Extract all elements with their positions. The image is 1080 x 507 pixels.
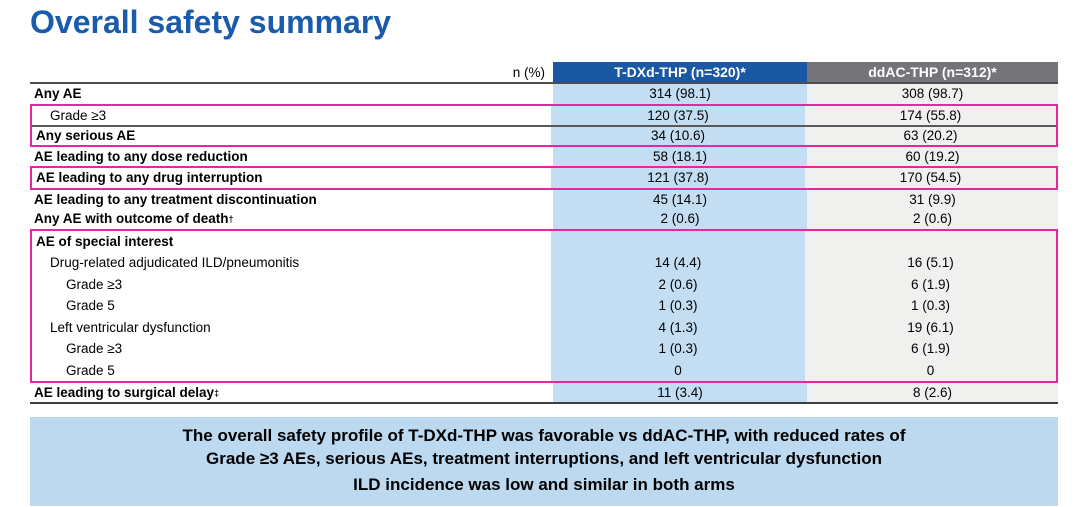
table-row-ild-grade-5: Grade 5 1 (0.3) 1 (0.3) [32, 295, 1056, 317]
table-row-outcome-of-death: Any AE with outcome of death † 2 (0.6) 2 … [30, 209, 1058, 229]
summary-line: Grade ≥3 AEs, serious AEs, treatment int… [206, 449, 882, 468]
table-row-drug-interruption: AE leading to any drug interruption 121 … [32, 168, 1056, 188]
table-row-treatment-discontinuation: AE leading to any treatment discontinuat… [30, 189, 1058, 209]
page-title: Overall safety summary [30, 4, 392, 40]
tdxd-value: 2 (0.6) [551, 273, 805, 295]
row-label: Left ventricular dysfunction [50, 319, 211, 335]
tdxd-value: 2 (0.6) [553, 209, 807, 229]
ddac-value: 31 (9.9) [807, 189, 1058, 209]
tdxd-value: 11 (3.4) [553, 383, 807, 402]
summary-line: The overall safety profile of T-DXd-THP … [182, 426, 906, 445]
row-label: Grade ≥3 [66, 341, 123, 357]
table-row-lv-dysfunction: Left ventricular dysfunction 4 (1.3) 19 … [32, 316, 1056, 338]
row-label: AE leading to any drug interruption [36, 170, 263, 186]
column-header-ddac-thp: ddAC-THP (n=312)* [807, 62, 1058, 82]
unit-header: n (%) [512, 64, 545, 80]
table-row-lv-grade-ge3: Grade ≥3 1 (0.3) 6 (1.9) [32, 338, 1056, 360]
row-label: AE leading to surgical delay [34, 385, 215, 400]
tdxd-value: 314 (98.1) [553, 84, 807, 104]
ddac-value [805, 230, 1056, 252]
table-row-ild-pneumonitis: Drug-related adjudicated ILD/pneumonitis… [32, 252, 1056, 274]
tdxd-value: 34 (10.6) [551, 127, 805, 145]
row-label: Any AE with outcome of death [34, 211, 229, 227]
summary-callout-box: The overall safety profile of T-DXd-THP … [30, 417, 1058, 506]
table-row-any-serious-ae: Any serious AE 34 (10.6) 63 (20.2) [32, 125, 1056, 145]
highlight-box-special-interest: AE of special interest Drug-related adju… [30, 228, 1058, 383]
ddac-value: 19 (6.1) [805, 316, 1056, 338]
table-row-surgical-delay: AE leading to surgical delay ‡ 11 (3.4) 8… [30, 383, 1058, 404]
tdxd-value: 1 (0.3) [551, 338, 805, 360]
table-header-row: n (%) T-DXd-THP (n=320)* ddAC-THP (n=312… [30, 62, 1058, 84]
tdxd-value: 4 (1.3) [551, 316, 805, 338]
row-label: AE of special interest [36, 233, 174, 249]
ddac-value: 1 (0.3) [805, 295, 1056, 317]
row-label: Drug-related adjudicated ILD/pneumonitis [50, 255, 300, 271]
ddac-value: 0 [805, 359, 1056, 381]
row-label: Any AE [34, 86, 82, 102]
ddac-value: 16 (5.1) [805, 252, 1056, 274]
ddac-value: 308 (98.7) [807, 84, 1058, 104]
ddac-value: 63 (20.2) [805, 127, 1056, 145]
row-label: Grade ≥3 [50, 107, 107, 123]
tdxd-value: 0 [551, 359, 805, 381]
tdxd-value: 14 (4.4) [551, 252, 805, 274]
row-label: Any serious AE [36, 128, 136, 144]
tdxd-value: 1 (0.3) [551, 295, 805, 317]
ddac-value: 2 (0.6) [807, 209, 1058, 229]
safety-table: n (%) T-DXd-THP (n=320)* ddAC-THP (n=312… [30, 62, 1058, 506]
tdxd-value: 121 (37.8) [551, 168, 805, 188]
tdxd-value [551, 230, 805, 252]
row-label: Grade 5 [66, 362, 115, 378]
table-row-dose-reduction: AE leading to any dose reduction 58 (18.… [30, 146, 1058, 166]
ddac-value: 6 (1.9) [805, 273, 1056, 295]
highlight-box-drug-interruption: AE leading to any drug interruption 121 … [30, 166, 1058, 190]
table-row-lv-grade-5: Grade 5 0 0 [32, 359, 1056, 381]
tdxd-value: 120 (37.5) [551, 105, 805, 125]
tdxd-value: 58 (18.1) [553, 146, 807, 166]
highlight-box-grade3-serious: Grade ≥3 120 (37.5) 174 (55.8) Any serio… [30, 103, 1058, 147]
table-row-any-ae: Any AE 314 (98.1) 308 (98.7) [30, 84, 1058, 104]
table-row-ild-grade-ge3: Grade ≥3 2 (0.6) 6 (1.9) [32, 273, 1056, 295]
ddac-value: 174 (55.8) [805, 105, 1056, 125]
ddac-value: 170 (54.5) [805, 168, 1056, 188]
column-header-tdxd-thp: T-DXd-THP (n=320)* [553, 62, 807, 82]
table-row-special-interest-header: AE of special interest [32, 230, 1056, 252]
summary-line: ILD incidence was low and similar in bot… [353, 475, 735, 494]
tdxd-value: 45 (14.1) [553, 189, 807, 209]
table-row-grade-ge3: Grade ≥3 120 (37.5) 174 (55.8) [32, 105, 1056, 125]
ddac-value: 60 (19.2) [807, 146, 1058, 166]
row-label: Grade 5 [66, 298, 115, 314]
ddac-value: 8 (2.6) [807, 383, 1058, 402]
row-label: AE leading to any dose reduction [34, 148, 248, 164]
ddac-value: 6 (1.9) [805, 338, 1056, 360]
row-label: AE leading to any treatment discontinuat… [34, 191, 317, 207]
row-label: Grade ≥3 [66, 276, 123, 292]
